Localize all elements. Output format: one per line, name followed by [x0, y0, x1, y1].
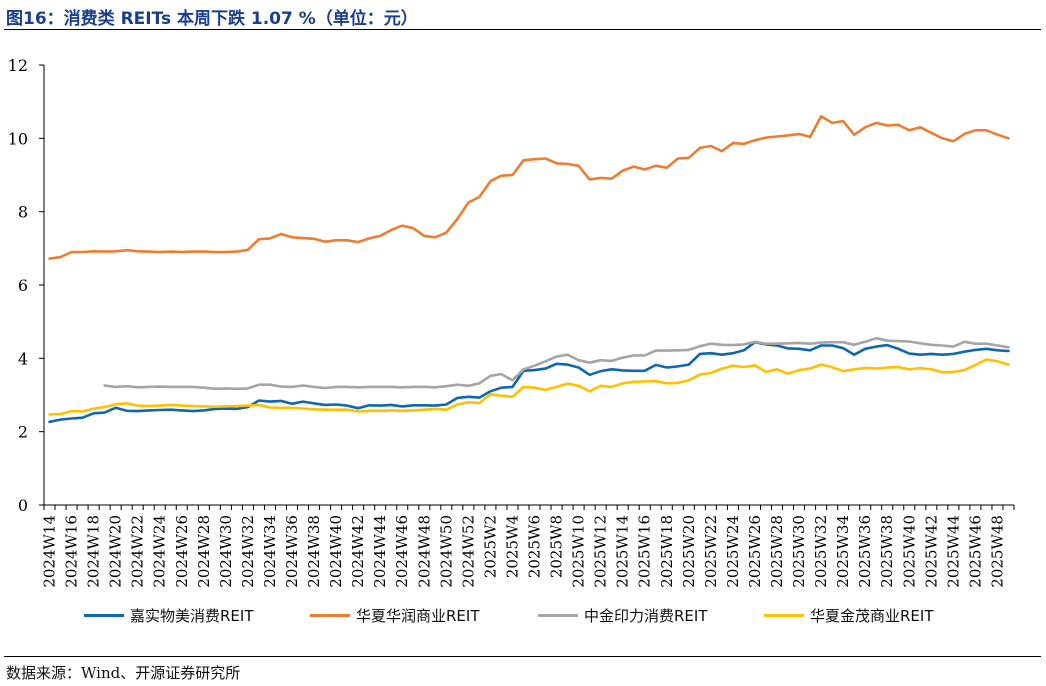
y-tick-label: 10	[8, 129, 28, 148]
x-tick-label: 2025W36	[856, 515, 874, 588]
x-tick-label: 2024W14	[41, 515, 59, 588]
x-tick-label: 2024W28	[195, 515, 213, 588]
x-tick-label: 2024W36	[283, 515, 301, 588]
legend-item-1[interactable]: 华夏华润商业REIT	[310, 603, 480, 627]
y-tick-label: 2	[18, 423, 28, 442]
series-line-1	[48, 115, 1010, 260]
legend-label-2: 中金印力消费REIT	[584, 606, 708, 625]
series-line-0	[48, 340, 1010, 424]
series-line-2	[103, 336, 1010, 391]
x-tick-label: 2025W42	[922, 515, 940, 588]
x-tick-label: 2025W22	[702, 515, 720, 588]
x-tick-label: 2025W48	[988, 515, 1006, 588]
legend-swatch-0	[84, 613, 124, 617]
x-tick-label: 2024W42	[349, 515, 367, 588]
x-tick-label: 2025W4	[503, 515, 521, 578]
x-tick-label: 2025W16	[636, 515, 654, 588]
series-line-3	[48, 358, 1010, 416]
y-tick-label: 12	[8, 56, 28, 75]
x-tick-label: 2025W10	[570, 515, 588, 588]
x-tick-label: 2024W50	[437, 515, 455, 588]
y-tick-label: 8	[18, 203, 28, 222]
x-tick-label: 2024W52	[459, 515, 477, 588]
x-tick-label: 2025W30	[790, 515, 808, 588]
x-tick-label: 2024W16	[63, 515, 81, 588]
chart-legend: 嘉实物美消费REIT 华夏华润商业REIT 中金印力消费REIT 华夏金茂商业R…	[0, 603, 1046, 627]
x-tick-label: 2025W12	[592, 515, 610, 588]
legend-item-2[interactable]: 中金印力消费REIT	[538, 603, 708, 627]
x-tick-label: 2024W18	[85, 515, 103, 588]
x-tick-label: 2025W26	[746, 515, 764, 588]
x-tick-label: 2024W30	[217, 515, 235, 588]
legend-item-0[interactable]: 嘉实物美消费REIT	[84, 603, 254, 627]
x-tick-label: 2024W48	[415, 515, 433, 588]
source-note: 数据来源：Wind、开源证券研究所	[6, 664, 241, 682]
y-tick-label: 0	[18, 496, 28, 515]
x-tick-label: 2025W2	[481, 515, 499, 578]
x-tick-label: 2024W40	[327, 515, 345, 588]
x-tick-label: 2025W46	[966, 515, 984, 588]
y-tick-label: 6	[18, 276, 28, 295]
x-tick-label: 2024W26	[173, 515, 191, 588]
legend-swatch-3	[764, 613, 804, 617]
x-tick-label: 2025W14	[614, 515, 632, 588]
top-rule	[4, 29, 1041, 30]
x-tick-label: 2024W20	[107, 515, 125, 588]
x-tick-label: 2025W44	[944, 515, 962, 588]
chart-title: 图16：消费类 REITs 本周下跌 1.07 %（单位：元）	[6, 9, 418, 29]
legend-swatch-2	[538, 613, 578, 617]
bottom-rule	[4, 656, 1041, 657]
x-tick-label: 2025W32	[812, 515, 830, 588]
x-tick-label: 2024W44	[371, 515, 389, 588]
legend-label-0: 嘉实物美消费REIT	[130, 606, 254, 625]
x-tick-label: 2025W20	[680, 515, 698, 588]
x-tick-label: 2025W8	[548, 515, 566, 578]
x-tick-label: 2025W6	[526, 515, 544, 578]
x-tick-label: 2025W28	[768, 515, 786, 588]
legend-label-1: 华夏华润商业REIT	[356, 606, 480, 625]
x-tick-label: 2025W18	[658, 515, 676, 588]
x-tick-label: 2025W38	[878, 515, 896, 588]
x-tick-label: 2025W40	[900, 515, 918, 588]
x-tick-label: 2024W22	[129, 515, 147, 588]
x-tick-label: 2024W38	[305, 515, 323, 588]
x-tick-label: 2025W24	[724, 515, 742, 588]
y-tick-label: 4	[18, 349, 28, 368]
x-tick-label: 2025W34	[834, 515, 852, 588]
x-tick-label: 2024W24	[151, 515, 169, 588]
x-tick-label: 2024W46	[393, 515, 411, 588]
x-tick-label: 2024W34	[261, 515, 279, 588]
legend-item-3[interactable]: 华夏金茂商业REIT	[764, 603, 934, 627]
legend-label-3: 华夏金茂商业REIT	[810, 606, 934, 625]
legend-swatch-1	[310, 613, 350, 617]
x-tick-label: 2024W32	[239, 515, 257, 588]
